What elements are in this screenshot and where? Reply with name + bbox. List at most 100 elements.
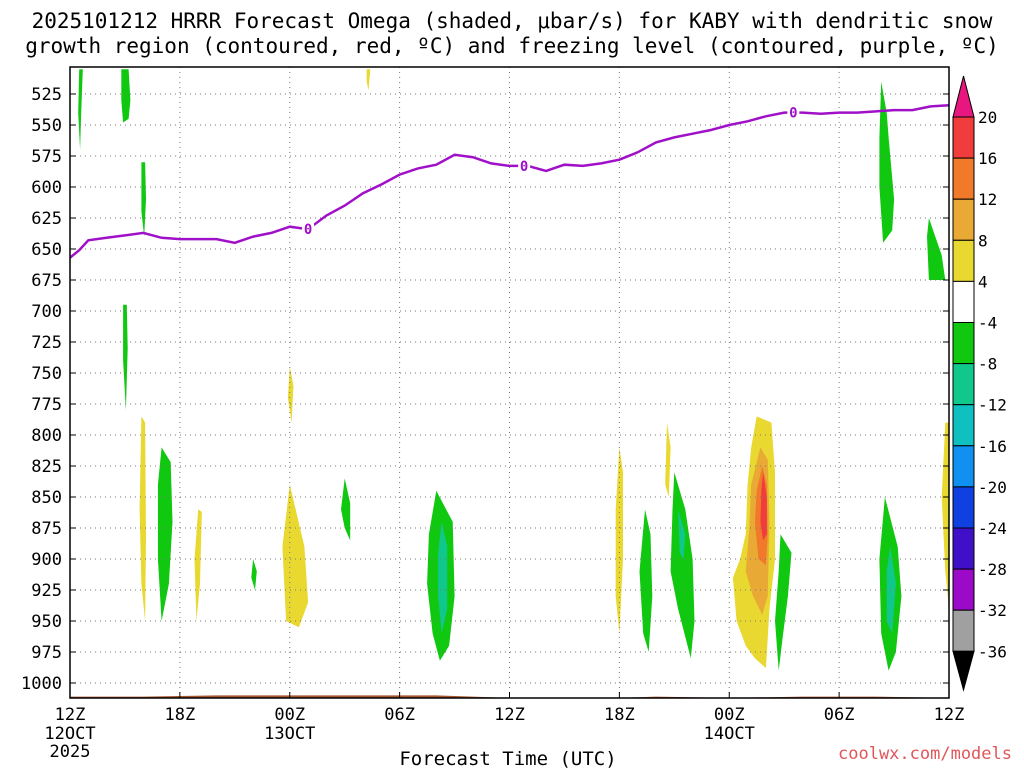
colorbar-swatch <box>952 486 975 529</box>
colorbar-swatch <box>952 116 975 159</box>
chart-title-line-1: 2025101212 HRRR Forecast Omega (shaded, … <box>31 9 993 33</box>
colorbar-label: 16 <box>978 149 997 168</box>
colorbar-label: -20 <box>978 478 1007 497</box>
freezing-label-bg <box>787 104 800 120</box>
colorbar-swatch <box>952 445 975 488</box>
freezing-label-bg <box>302 221 315 237</box>
omega-region <box>141 162 146 237</box>
y-tick-label: 525 <box>31 85 62 105</box>
x-tick-label: 12Z <box>494 705 525 725</box>
y-tick-label: 800 <box>31 426 62 446</box>
omega-region <box>615 447 623 634</box>
colorbar: 20 16 12 8 4 -4 -8 -12 -16 -20 -24 -28 -32 -36 <box>952 75 1007 692</box>
x-tick-label: 18Z <box>604 705 635 725</box>
y-tick-label: 600 <box>31 178 62 198</box>
omega-region <box>438 521 448 634</box>
colorbar-swatch <box>952 527 975 570</box>
omega-region <box>121 69 131 123</box>
x-tick-label: 00Z <box>274 705 305 725</box>
x-tick-date-label: 12OCT <box>44 724 95 744</box>
x-tick-label: 06Z <box>824 705 855 725</box>
y-tick-label: 875 <box>31 519 62 539</box>
y-tick-label: 950 <box>31 612 62 632</box>
x-tick-year-label: 2025 <box>50 742 91 762</box>
colorbar-label: -32 <box>978 601 1007 620</box>
colorbar-swatch <box>952 280 975 323</box>
y-tick-label: 625 <box>31 209 62 229</box>
y-tick-label: 825 <box>31 457 62 477</box>
grid-lines <box>69 67 950 698</box>
omega-region <box>341 478 351 541</box>
freezing-label-bg <box>518 157 531 173</box>
colorbar-label: 4 <box>978 272 988 291</box>
x-tick-date-label: 14OCT <box>704 724 755 744</box>
colorbar-label: -16 <box>978 437 1007 456</box>
omega-region <box>157 447 173 621</box>
colorbar-label: -24 <box>978 519 1007 538</box>
omega-region <box>639 509 653 652</box>
colorbar-label: -28 <box>978 560 1007 579</box>
y-tick-label: 900 <box>31 550 62 570</box>
y-tick-label: 575 <box>31 147 62 167</box>
omega-region <box>760 472 767 541</box>
colorbar-label: -12 <box>978 396 1007 415</box>
y-tick-label: 975 <box>31 643 62 663</box>
y-tick-label: 675 <box>31 271 62 291</box>
x-tick-date-label: 13OCT <box>264 724 315 744</box>
omega-region <box>282 484 309 628</box>
omega-region <box>886 546 896 634</box>
y-tick-label: 750 <box>31 364 62 384</box>
freezing-level-label: 0 <box>304 222 312 238</box>
colorbar-top-arrow <box>952 75 975 118</box>
freezing-level-contour: 0 0 0 <box>70 103 949 259</box>
omega-region <box>123 304 128 411</box>
y-axis: 525 550 575 600 625 650 675 700 725 750 775 800 825 8… <box>21 85 949 694</box>
y-tick-label: 725 <box>31 333 62 353</box>
omega-region <box>670 472 695 659</box>
colorbar-swatch <box>952 568 975 611</box>
colorbar-swatch <box>952 363 975 406</box>
omega-region <box>879 81 895 243</box>
y-tick-label: 1000 <box>21 674 62 694</box>
omega-region <box>194 509 202 621</box>
colorbar-swatch <box>952 404 975 447</box>
y-tick-label: 775 <box>31 395 62 415</box>
colorbar-label: 8 <box>978 231 988 250</box>
credit-link[interactable]: coolwx.com/models <box>838 744 1012 764</box>
omega-region <box>78 69 83 150</box>
x-tick-label: 12Z <box>55 705 86 725</box>
chart-title-line-2: growth region (contoured, red, ºC) and f… <box>25 34 999 58</box>
colorbar-swatch <box>952 609 975 652</box>
y-tick-label: 550 <box>31 116 62 136</box>
x-tick-label: 12Z <box>934 705 965 725</box>
colorbar-bottom-arrow <box>952 650 975 692</box>
y-tick-label: 700 <box>31 302 62 322</box>
omega-region <box>665 422 671 497</box>
omega-shaded-regions <box>78 69 949 671</box>
omega-region <box>251 559 257 590</box>
omega-region <box>139 416 146 621</box>
x-tick-label: 06Z <box>384 705 415 725</box>
freezing-level-label: 0 <box>789 106 797 122</box>
omega-region <box>678 509 686 559</box>
colorbar-label: -36 <box>978 642 1007 661</box>
y-tick-label: 650 <box>31 240 62 260</box>
omega-region <box>941 422 949 609</box>
omega-region <box>366 69 371 91</box>
y-tick-label: 925 <box>31 581 62 601</box>
freezing-level-label: 0 <box>520 159 528 175</box>
colorbar-swatch <box>952 322 975 365</box>
omega-region <box>775 534 792 671</box>
colorbar-label: -4 <box>978 314 997 333</box>
freezing-level-line <box>70 103 949 259</box>
x-axis-title: Forecast Time (UTC) <box>399 748 616 768</box>
colorbar-swatch <box>952 239 975 282</box>
colorbar-label: 12 <box>978 190 997 209</box>
colorbar-swatch <box>952 157 975 200</box>
y-tick-label: 850 <box>31 488 62 508</box>
x-tick-label: 00Z <box>714 705 745 725</box>
colorbar-label: 20 <box>978 108 997 127</box>
colorbar-swatch <box>952 198 975 241</box>
